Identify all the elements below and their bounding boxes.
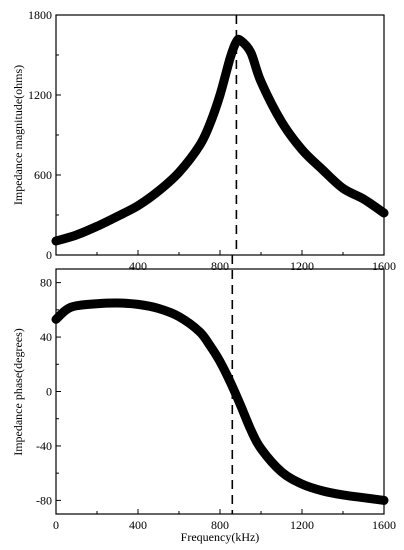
magnitude-xtick-label: 400 (129, 259, 147, 273)
magnitude-ytick-label: 1200 (28, 88, 52, 102)
magnitude-curve (51, 34, 389, 246)
phase-xtick-label: 400 (129, 518, 147, 532)
magnitude-xtick-label: 1200 (290, 259, 314, 273)
phase-ytick-label: -40 (36, 439, 52, 453)
magnitude-xtick-label: 800 (211, 259, 229, 273)
magnitude-ytick-label: 600 (34, 168, 52, 182)
phase-ytick-label: -80 (36, 493, 52, 507)
phase-xtick-label: 1200 (290, 518, 314, 532)
phase-xtick-label: 1600 (372, 518, 396, 532)
magnitude-ytick-label: 1800 (28, 8, 52, 22)
phase-ytick-label: 0 (46, 385, 52, 399)
phase-xtick-label: 0 (53, 518, 59, 532)
magnitude-ylabel: Impedance magnitude(ohms) (11, 65, 25, 205)
phase-curve (51, 298, 389, 505)
phase-ytick-label: 80 (40, 276, 52, 290)
phase-ylabel: Impedance phase(degrees) (11, 328, 25, 456)
frequency-xlabel: Frequency(kHz) (181, 530, 260, 544)
phase-ytick-label: 40 (40, 330, 52, 344)
phase-xtick-label: 800 (211, 518, 229, 532)
magnitude-ytick-label: 0 (46, 248, 52, 262)
